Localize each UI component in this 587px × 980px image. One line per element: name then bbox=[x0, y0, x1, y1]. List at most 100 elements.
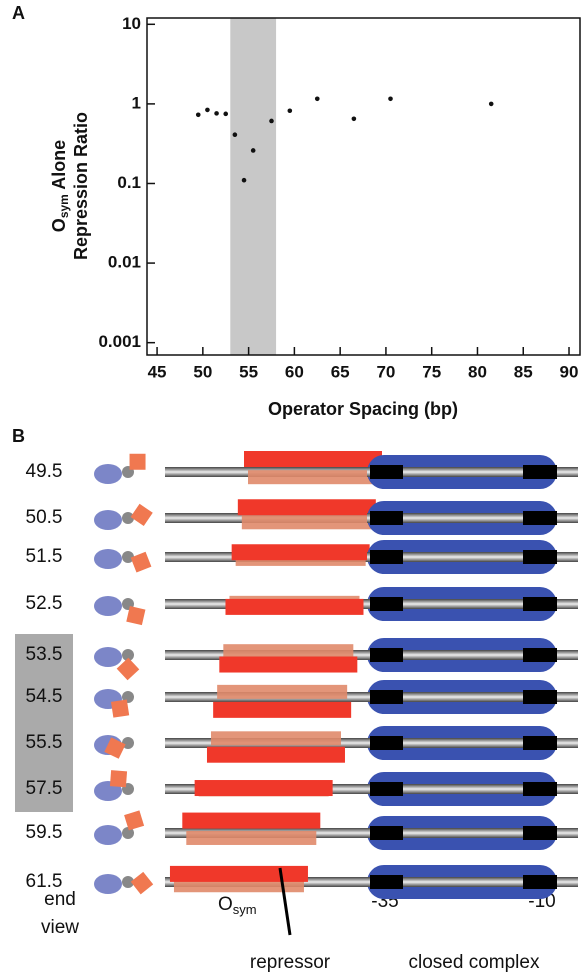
view-label: view bbox=[41, 917, 79, 938]
box-10 bbox=[523, 875, 557, 889]
y-tick-label: 1 bbox=[132, 93, 141, 112]
y-label-main: O bbox=[49, 218, 69, 232]
y-label-rest: Alone bbox=[49, 140, 69, 194]
end-view-polymerase bbox=[94, 874, 122, 894]
box-35 bbox=[370, 875, 403, 889]
box-35 bbox=[370, 550, 403, 564]
repressor-back bbox=[211, 731, 341, 745]
box-10 bbox=[523, 550, 557, 564]
shade-band bbox=[230, 18, 276, 355]
repressor-back bbox=[242, 515, 372, 529]
end-view-polymerase bbox=[94, 647, 122, 667]
box-35 bbox=[370, 465, 403, 479]
end-label: end bbox=[44, 889, 76, 910]
point bbox=[352, 116, 357, 121]
end-view-polymerase bbox=[94, 596, 122, 616]
repressor-back bbox=[186, 831, 316, 845]
point bbox=[196, 112, 201, 117]
box-35 bbox=[370, 826, 403, 840]
panel-label: A bbox=[12, 3, 25, 23]
point bbox=[269, 119, 274, 124]
repressor-front bbox=[244, 451, 382, 467]
spacing-label: 61.5 bbox=[26, 871, 63, 892]
spacing-label: 53.5 bbox=[26, 644, 63, 665]
osym-label: Osym bbox=[218, 894, 257, 917]
osym-main: O bbox=[218, 894, 233, 915]
repressor-front bbox=[195, 780, 333, 796]
repressor-front bbox=[232, 544, 370, 560]
box-10 bbox=[523, 597, 557, 611]
x-tick-label: 50 bbox=[193, 362, 212, 381]
repressor-front bbox=[225, 599, 363, 615]
spacing-label: 57.5 bbox=[26, 778, 63, 799]
end-view-polymerase bbox=[94, 464, 122, 484]
end-view-repressor bbox=[111, 699, 129, 717]
x-tick-label: 80 bbox=[468, 362, 487, 381]
point bbox=[223, 112, 228, 117]
y-axis-label: Osym Alone bbox=[49, 140, 71, 232]
box-10 bbox=[523, 690, 557, 704]
box-35 bbox=[370, 648, 403, 662]
box-10 bbox=[523, 826, 557, 840]
box-10 bbox=[523, 511, 557, 525]
repressor-front bbox=[213, 702, 351, 718]
end-view-repressor bbox=[131, 872, 153, 894]
box-35 bbox=[370, 782, 403, 796]
spacing-label: 49.5 bbox=[26, 461, 63, 482]
repressor-back bbox=[217, 685, 347, 699]
spacing-label: 50.5 bbox=[26, 507, 63, 528]
y-axis-label: Repression Ratio bbox=[71, 112, 91, 260]
point bbox=[233, 132, 238, 137]
plot-frame bbox=[147, 18, 580, 355]
point bbox=[288, 108, 293, 113]
y-tick-label: 0.01 bbox=[108, 253, 141, 272]
x-tick-label: 60 bbox=[285, 362, 304, 381]
spacing-label: 55.5 bbox=[26, 732, 63, 753]
repressor-back bbox=[248, 470, 378, 484]
box-10 bbox=[523, 648, 557, 662]
figure: A B Osym Alone Repression Ratio Operator… bbox=[0, 0, 587, 975]
box-10 bbox=[523, 736, 557, 750]
panel-label: B bbox=[12, 426, 25, 446]
end-view-repressor bbox=[131, 552, 152, 573]
y-tick-label: 0.1 bbox=[117, 173, 141, 192]
spacing-label: 54.5 bbox=[26, 686, 63, 707]
point bbox=[315, 96, 320, 101]
y-tick-label: 10 bbox=[122, 14, 141, 33]
spacing-label: 59.5 bbox=[26, 822, 63, 843]
y-label-sub: sym bbox=[57, 194, 71, 218]
x-axis-label: Operator Spacing (bp) bbox=[268, 399, 458, 419]
x-tick-label: 85 bbox=[514, 362, 533, 381]
x-tick-label: 45 bbox=[148, 362, 167, 381]
box-35 bbox=[370, 690, 403, 704]
repressor-front bbox=[219, 657, 357, 673]
point bbox=[214, 111, 219, 116]
box-35 bbox=[370, 597, 403, 611]
x-tick-label: 90 bbox=[560, 362, 579, 381]
point bbox=[489, 102, 494, 107]
x-tick-label: 70 bbox=[376, 362, 395, 381]
box-10 bbox=[523, 782, 557, 796]
page: A B Osym Alone Repression Ratio Operator… bbox=[0, 0, 587, 980]
repressor-label: repressor bbox=[250, 952, 331, 973]
repressor-front bbox=[182, 813, 320, 829]
repressor-front bbox=[207, 747, 345, 763]
osym-sub: sym bbox=[233, 902, 257, 917]
point bbox=[242, 178, 247, 183]
x-tick-label: 65 bbox=[331, 362, 350, 381]
x-tick-label: 55 bbox=[239, 362, 258, 381]
repressor-front bbox=[238, 499, 376, 515]
repressor-back bbox=[223, 644, 353, 658]
box-10 bbox=[523, 465, 557, 479]
end-view-polymerase bbox=[94, 549, 122, 569]
repressor-front bbox=[170, 866, 308, 882]
point bbox=[388, 96, 393, 101]
x-tick-label: 75 bbox=[422, 362, 441, 381]
end-view-repressor bbox=[131, 504, 153, 526]
box-35 bbox=[370, 736, 403, 750]
end-view-polymerase bbox=[94, 510, 122, 530]
end-view-repressor bbox=[130, 454, 146, 470]
end-view-polymerase bbox=[94, 825, 122, 845]
y-tick-label: 0.001 bbox=[98, 332, 141, 351]
box-35 bbox=[370, 511, 403, 525]
